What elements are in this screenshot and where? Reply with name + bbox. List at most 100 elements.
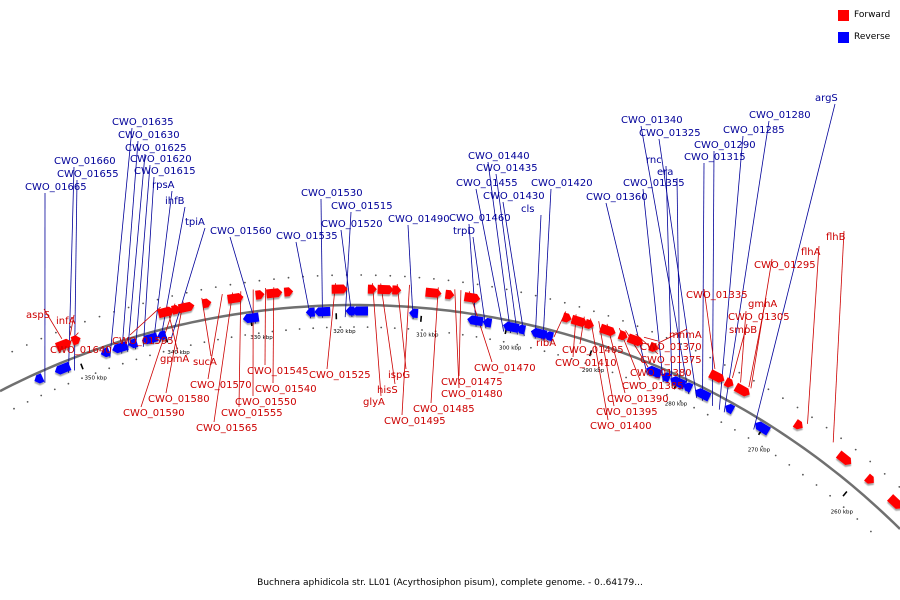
scale-dot (782, 397, 784, 400)
reverse-gene-arrow (467, 315, 484, 327)
scale-dot (230, 336, 233, 339)
gene-label-cwo-01375: CWO_01375 (640, 355, 702, 366)
scale-dot (530, 346, 532, 349)
leader-line (430, 287, 439, 404)
forward-gene-arrow (864, 473, 874, 484)
reverse-swatch (838, 31, 849, 43)
leader-line (534, 214, 542, 339)
gene-label-smpb: smpB (729, 325, 757, 336)
leader-line (380, 283, 396, 385)
reverse-gene-arrow (670, 376, 687, 390)
leader-line (658, 328, 688, 344)
leader-line (213, 292, 233, 423)
scale-dot (285, 329, 287, 332)
forward-gene-arrow (425, 287, 442, 298)
gene-label-gmha: gmhA (748, 299, 777, 310)
gene-label-cwo-01280: CWO_01280 (749, 110, 811, 121)
gene-label-cwo-01430: CWO_01430 (483, 191, 545, 202)
leader-line (207, 294, 223, 380)
leader-line (723, 120, 770, 413)
scale-dot (607, 315, 610, 317)
scale-dot (706, 413, 709, 416)
reverse-gene-arrow (128, 338, 139, 349)
leader-line (407, 224, 414, 320)
forward-swatch (838, 9, 849, 21)
scale-dot (171, 295, 174, 297)
gene-label-cwo-01630: CWO_01630 (118, 130, 180, 141)
leader-line (702, 162, 705, 401)
forward-gene-arrow (599, 323, 616, 337)
scale-dot (244, 281, 246, 284)
leader-line (703, 288, 716, 369)
scale-dot (747, 437, 750, 439)
gene-label-flha: flhA (801, 247, 821, 258)
leader-line (832, 230, 845, 443)
leader-line (68, 166, 75, 373)
forward-gene-arrow (367, 284, 377, 294)
tick-label: 300 kbp (499, 345, 522, 351)
genome-backbone (0, 303, 900, 530)
gene-label-cwo-01620: CWO_01620 (130, 154, 192, 165)
forward-gene-arrow (708, 369, 725, 383)
leader-line (502, 201, 525, 337)
scale-dot (811, 416, 813, 419)
scale-dot (360, 274, 363, 276)
scale-dot (734, 429, 736, 431)
scale-dot (720, 421, 723, 423)
scale-dot (162, 350, 165, 353)
leader-line (264, 287, 266, 366)
forward-gene-arrow (733, 382, 750, 397)
scale-dot (135, 358, 138, 361)
scale-dot (389, 274, 392, 277)
scale-dot (625, 376, 627, 379)
scale-dot (680, 343, 683, 345)
scale-dot (693, 406, 695, 409)
gene-label-ispg: ispG (388, 370, 410, 381)
gene-label-cwo-01525: CWO_01525 (309, 370, 371, 381)
gene-label-cwo-01565: CWO_01565 (196, 423, 258, 434)
tick-label: 320 kbp (333, 329, 356, 335)
leader-line (468, 223, 477, 327)
scale-dot (665, 336, 668, 339)
forward-gene-arrow (886, 494, 900, 509)
forward-gene-arrow (617, 330, 628, 341)
scale-dot (774, 454, 777, 457)
leader-line (396, 284, 407, 370)
scale-dot (666, 393, 668, 396)
scale-dot (156, 298, 159, 301)
gene-label-cwo-01290: CWO_01290 (694, 140, 756, 151)
scale-dot (374, 274, 377, 277)
gene-label-cwo-01405: CWO_01405 (562, 345, 624, 356)
leader-line (43, 308, 63, 340)
scale-dot (11, 350, 14, 353)
scale-dot (407, 328, 410, 330)
scale-dot (40, 394, 43, 397)
reverse-gene-arrow (54, 361, 72, 375)
gene-label-suca: sucA (193, 357, 217, 368)
scale-dot (723, 364, 726, 366)
gene-label-cwo-01455: CWO_01455 (456, 178, 518, 189)
leader-line (472, 236, 487, 329)
gene-label-hiss: hisS (377, 385, 398, 396)
scale-dot (244, 334, 247, 336)
scale-dot (258, 279, 261, 282)
scale-dot (271, 330, 274, 333)
figure-caption: Buchnera aphidicola str. LL01 (Acyrthosi… (257, 578, 643, 588)
scale-dot (189, 344, 192, 346)
scale-dot (393, 327, 396, 329)
scale-dot (127, 306, 130, 309)
gene-label-mnma: mnmA (669, 330, 702, 341)
leader-line (69, 314, 75, 336)
scale-dot (491, 285, 493, 288)
gene-label-cwo-01555: CWO_01555 (221, 408, 283, 419)
scale-dot (366, 326, 369, 328)
reverse-gene-arrow (100, 347, 111, 358)
reverse-gene-arrow (157, 330, 167, 341)
gene-label-cwo-01570: CWO_01570 (190, 380, 252, 391)
gene-label-cwo-01340: CWO_01340 (621, 115, 683, 126)
gene-label-gpma: gpmA (160, 354, 189, 365)
leader-line (542, 188, 552, 341)
leader-line (807, 245, 820, 424)
scale-dot (448, 332, 451, 334)
